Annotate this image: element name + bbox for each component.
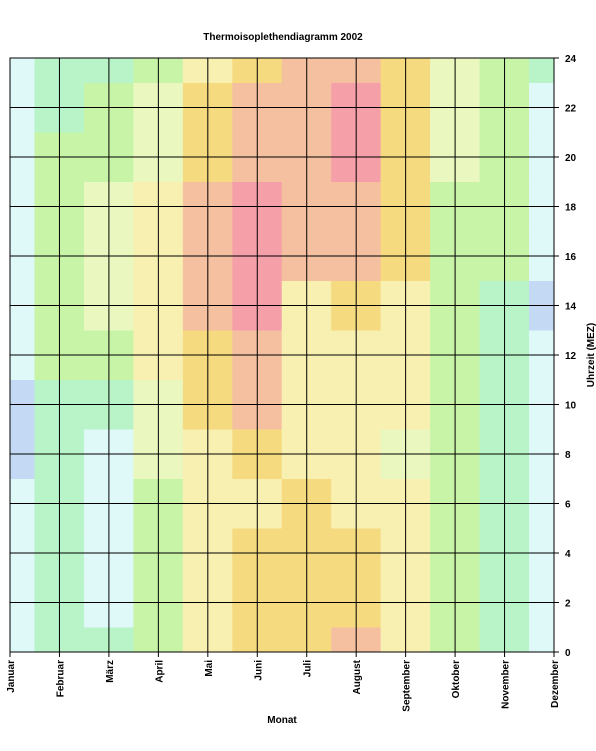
y-tick-label: 14 xyxy=(565,302,577,313)
y-tick-label: 20 xyxy=(565,153,577,164)
x-tick-label: Juli xyxy=(303,660,314,677)
y-tick-label: 2 xyxy=(565,599,571,610)
y-tick-label: 12 xyxy=(565,351,577,362)
heat-cell xyxy=(9,57,35,83)
y-tick-label: 4 xyxy=(565,549,571,560)
plot-border xyxy=(9,57,555,653)
x-tick-label: November xyxy=(501,660,512,709)
x-tick-label: Juni xyxy=(253,660,264,681)
x-tick-label: Oktober xyxy=(451,660,462,698)
x-tick-label: August xyxy=(352,659,363,694)
x-tick-label: Februar xyxy=(55,660,66,697)
heat-cell xyxy=(529,57,555,83)
heat-cell xyxy=(9,627,35,653)
y-tick-label: 8 xyxy=(565,450,571,461)
x-tick-label: September xyxy=(402,660,413,712)
y-tick-label: 6 xyxy=(565,500,571,511)
y-tick-label: 18 xyxy=(565,203,577,214)
y-tick-label: 24 xyxy=(565,54,577,65)
x-tick-label: Januar xyxy=(6,660,17,693)
chart-title: Thermoisoplethendiagramm 2002 xyxy=(203,32,363,43)
x-tick-label: Mai xyxy=(204,660,215,677)
y-tick-label: 16 xyxy=(565,252,577,263)
x-tick-label: März xyxy=(105,660,116,683)
y-tick-label: 10 xyxy=(565,401,577,412)
y-tick-label: 0 xyxy=(565,648,571,659)
x-tick-label: April xyxy=(154,660,165,683)
y-tick-label: 22 xyxy=(565,104,577,115)
x-axis-label: Monat xyxy=(267,715,297,726)
x-tick-label: Dezember xyxy=(550,660,561,708)
y-axis-label: Uhrzeit (MEZ) xyxy=(586,323,596,387)
heat-cell xyxy=(529,627,555,653)
